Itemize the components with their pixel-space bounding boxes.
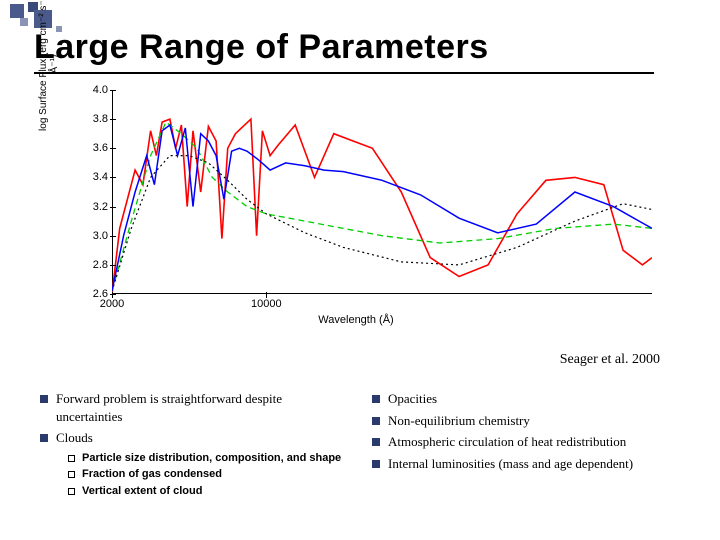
spectrum-chart: log Surface Flux (erg cm⁻² s⁻¹ Å⁻¹) Wave…	[48, 84, 664, 334]
y-tick: 3.6	[78, 142, 108, 154]
y-tick: 4.0	[78, 84, 108, 96]
left-column: Forward problem is straightforward despi…	[40, 390, 348, 501]
x-tick: 10000	[236, 298, 296, 310]
bullet-item: Non-equilibrium chemistry	[372, 412, 680, 430]
title-underline	[34, 72, 654, 74]
sub-bullet-item: Fraction of gas condensed	[68, 467, 348, 482]
sub-bullet-text: Vertical extent of cloud	[82, 484, 202, 499]
bullet-text: Internal luminosities (mass and age depe…	[388, 455, 633, 473]
bullet-text: Opacities	[388, 390, 437, 408]
y-tick: 3.4	[78, 171, 108, 183]
bullet-item: Forward problem is straightforward despi…	[40, 390, 348, 425]
y-tick: 3.0	[78, 230, 108, 242]
bullet-text: Non-equilibrium chemistry	[388, 412, 530, 430]
y-tick: 3.8	[78, 113, 108, 125]
series-solid_blue	[112, 125, 652, 291]
right-column: Opacities Non-equilibrium chemistry Atmo…	[372, 390, 680, 501]
y-tick: 2.8	[78, 259, 108, 271]
y-axis-label: log Surface Flux (erg cm⁻² s⁻¹ Å⁻¹)	[38, 0, 60, 134]
x-tick: 2000	[82, 298, 142, 310]
bullet-text: Forward problem is straightforward despi…	[56, 390, 348, 425]
bullet-text: Atmospheric circulation of heat redistri…	[388, 433, 626, 451]
spectra-lines	[112, 90, 652, 294]
bullet-item: Clouds	[40, 429, 348, 447]
corner-ornament	[0, 0, 120, 30]
citation: Seager et al. 2000	[560, 352, 660, 368]
x-axis-label: Wavelength (Å)	[48, 314, 664, 326]
bullet-columns: Forward problem is straightforward despi…	[40, 390, 680, 501]
bullet-text: Clouds	[56, 429, 93, 447]
sub-bullet-text: Particle size distribution, composition,…	[82, 451, 341, 466]
series-dotted_black	[112, 156, 652, 292]
sub-bullet-item: Vertical extent of cloud	[68, 484, 348, 499]
bullet-item: Atmospheric circulation of heat redistri…	[372, 433, 680, 451]
y-tick: 3.2	[78, 201, 108, 213]
sub-bullet-text: Fraction of gas condensed	[82, 467, 222, 482]
bullet-item: Internal luminosities (mass and age depe…	[372, 455, 680, 473]
bullet-item: Opacities	[372, 390, 680, 408]
slide-title: Large Range of Parameters	[34, 28, 489, 67]
sub-bullet-item: Particle size distribution, composition,…	[68, 451, 348, 466]
